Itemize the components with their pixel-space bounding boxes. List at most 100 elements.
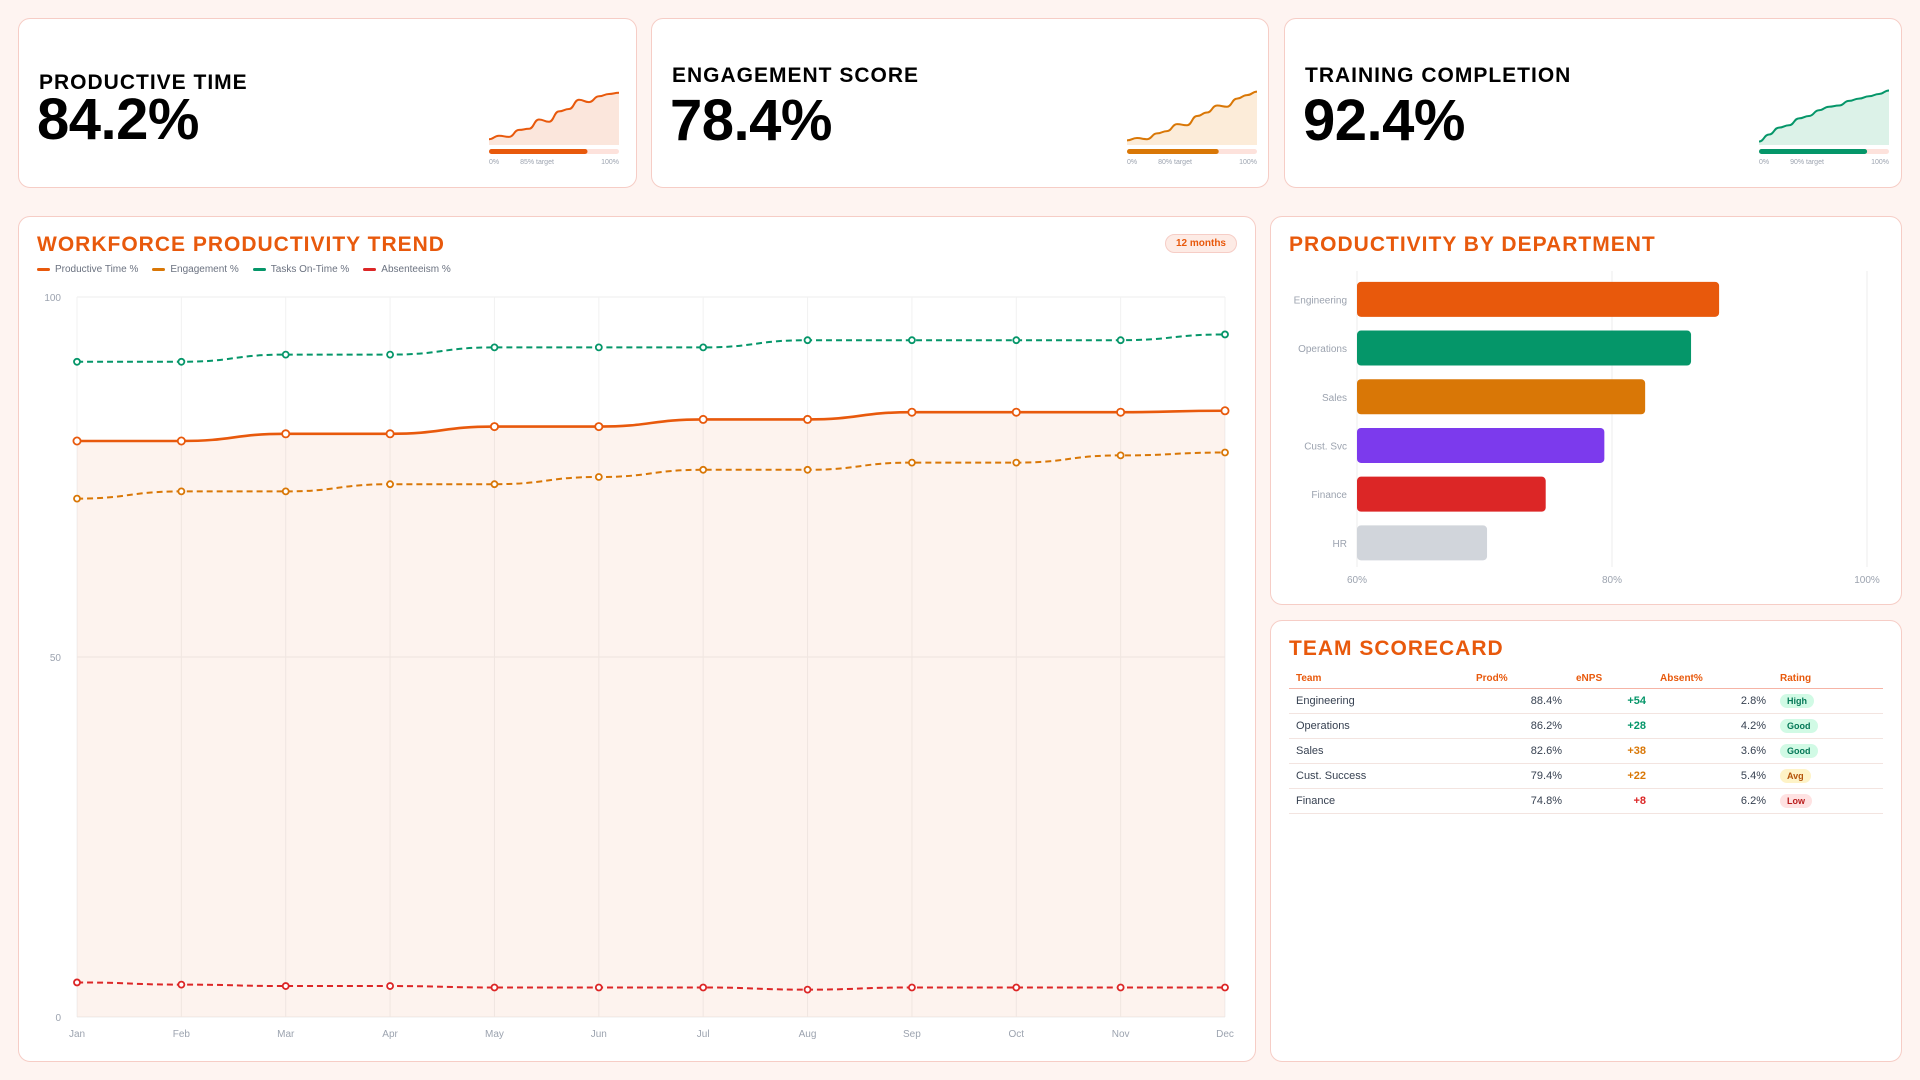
prod-cell: 79.4% (1469, 763, 1569, 789)
data-point (281, 350, 290, 359)
bar (1357, 330, 1692, 366)
legend-label: Engagement % (170, 264, 239, 275)
data-point (1011, 407, 1021, 417)
data-point (281, 487, 290, 496)
data-point (385, 429, 395, 439)
rating-cell: Good (1773, 738, 1883, 764)
enps-cell: +22 (1569, 763, 1653, 789)
bar (1357, 525, 1488, 561)
progress-scale-min: 0% (1127, 159, 1137, 166)
data-point (908, 983, 916, 992)
rating-cell: High (1773, 688, 1883, 714)
progress-fill (1759, 149, 1868, 154)
enps-cell: +28 (1569, 713, 1653, 739)
kpi-value: 84.2% (37, 87, 199, 152)
kpi-title: TRAINING COMPLETION (1305, 64, 1572, 87)
bar (1357, 281, 1720, 317)
data-point (1220, 406, 1230, 416)
sparkline-area (1127, 91, 1257, 145)
trend-title: WORKFORCE PRODUCTIVITY TREND (37, 233, 445, 256)
prod-cell: 82.6% (1469, 738, 1569, 764)
department-title: PRODUCTIVITY BY DEPARTMENT (1289, 233, 1656, 256)
data-point (907, 407, 917, 417)
data-point (73, 494, 81, 503)
x-tick-label: 80% (1602, 575, 1622, 586)
x-tick-label: Jan (69, 1029, 85, 1040)
data-point (73, 978, 81, 987)
table-row[interactable]: Operations 86.2% +28 4.2% Good (1289, 713, 1883, 739)
data-point (803, 465, 812, 474)
category-label: Finance (1311, 490, 1347, 501)
legend-swatch (152, 268, 166, 271)
column-header-rating[interactable]: Rating (1773, 669, 1883, 689)
series-area (77, 410, 1225, 1017)
scorecard-title: TEAM SCORECARD (1289, 637, 1504, 660)
sparkline-line (1127, 90, 1258, 142)
category-label: Operations (1298, 344, 1347, 355)
x-tick-label: 60% (1347, 575, 1367, 586)
series-line (77, 333, 1226, 363)
progress-scale-max: 100% (1871, 159, 1889, 166)
x-tick-label: May (485, 1029, 504, 1040)
progress-target-label: 85% target (520, 159, 554, 166)
team-cell: Operations (1289, 713, 1469, 739)
rating-badge: Good (1780, 719, 1818, 733)
category-label: Sales (1322, 393, 1347, 404)
progress-scale-min: 0% (1759, 159, 1769, 166)
x-tick-label: Nov (1112, 1029, 1130, 1040)
data-point (1221, 448, 1229, 457)
scorecard-header-row: Team Prod% eNPS Absent% Rating (1289, 669, 1883, 689)
x-tick-label: Feb (173, 1029, 191, 1040)
team-cell: Finance (1289, 788, 1469, 814)
table-row[interactable]: Engineering 88.4% +54 2.8% High (1289, 688, 1883, 714)
prod-cell: 88.4% (1469, 688, 1569, 714)
kpi-title: PRODUCTIVE TIME (39, 71, 248, 94)
period-badge[interactable]: 12 months (1164, 234, 1237, 253)
table-row[interactable]: Cust. Success 79.4% +22 5.4% Avg (1289, 763, 1883, 789)
data-point (1116, 336, 1125, 345)
column-header-team[interactable]: Team (1289, 669, 1469, 689)
table-row[interactable]: Finance 74.8% +8 6.2% Low (1289, 788, 1883, 814)
team-cell: Engineering (1289, 688, 1469, 714)
progress-fill (1127, 149, 1219, 154)
rating-badge: Low (1780, 794, 1812, 808)
legend-item[interactable]: Productive Time % (37, 264, 138, 275)
data-point (1116, 407, 1126, 417)
kpi-sparkline: 0% 80% target 100% (1127, 90, 1258, 166)
legend-item[interactable]: Absenteeism % (363, 264, 451, 275)
data-point (594, 422, 604, 432)
legend-item[interactable]: Tasks On-Time % (252, 264, 350, 275)
table-row[interactable]: Sales 82.6% +38 3.6% Good (1289, 738, 1883, 764)
data-point (73, 357, 81, 366)
kpi-sparkline: 0% 85% target 100% (489, 91, 620, 166)
absent-cell: 6.2% (1653, 788, 1773, 814)
enps-cell: +8 (1569, 788, 1653, 814)
column-header-enps[interactable]: eNPS (1569, 669, 1653, 689)
data-point (1116, 983, 1125, 992)
absent-cell: 4.2% (1653, 713, 1773, 739)
legend-swatch (363, 268, 377, 271)
sparkline-line (1759, 89, 1890, 143)
column-header-absent[interactable]: Absent% (1653, 669, 1773, 689)
legend-label: Tasks On-Time % (270, 264, 350, 275)
prod-cell: 74.8% (1469, 788, 1569, 814)
data-point (698, 414, 708, 424)
progress-target-label: 80% target (1158, 159, 1192, 166)
legend-item[interactable]: Engagement % (152, 264, 239, 275)
data-point (1221, 330, 1229, 339)
scorecard-card: TEAM SCORECARD Team Prod% eNPS Absent% R… (1270, 620, 1902, 1062)
data-point (1012, 983, 1021, 992)
data-point (594, 983, 603, 992)
data-point (1116, 451, 1125, 460)
x-tick-label: Dec (1216, 1029, 1234, 1040)
data-point (803, 985, 812, 994)
column-header-prod[interactable]: Prod% (1469, 669, 1569, 689)
data-point (489, 422, 499, 432)
progress-scale-max: 100% (601, 159, 619, 166)
legend-label: Absenteeism % (381, 264, 451, 275)
data-point (281, 429, 291, 439)
sparkline-area (489, 92, 619, 145)
trend-chart: 0 50 100 Jan Feb Mar Apr May Jun Jul Aug Sep Oct Nov D… (44, 293, 1234, 1040)
x-tick-label: Jun (591, 1029, 607, 1040)
department-chart: 60% 80% 100% Engineering Operations Sales Cust… (1294, 271, 1880, 586)
